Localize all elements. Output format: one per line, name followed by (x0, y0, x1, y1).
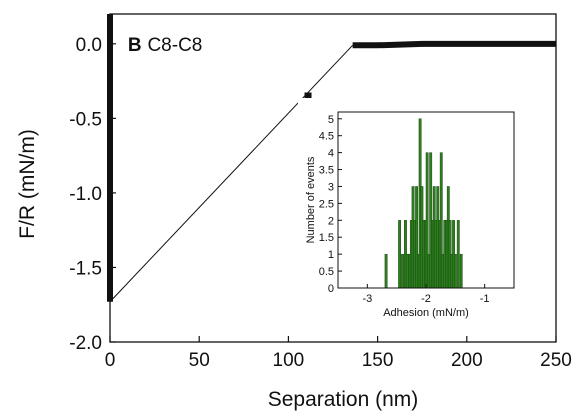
contact-line (352, 40, 556, 49)
approach-line (109, 44, 353, 303)
inset-y-tick-label: 2.5 (319, 198, 334, 210)
histogram-bar (401, 253, 404, 289)
inset-y-tick-label: 4.5 (319, 131, 334, 143)
main-chart: 0 50 100 150 200 2500.0-0.5-1.0-1.5-2.0Separa… (16, 13, 572, 411)
y-tick-label: -2.0 (69, 333, 102, 354)
histogram-bar (405, 253, 409, 289)
histogram-bar (384, 253, 388, 289)
inset-x-axis-title: Adhesion (mN/m) (383, 307, 469, 319)
x-axis-title: Separation (nm) (268, 388, 419, 411)
inset-y-tick-label: 4 (328, 148, 334, 160)
histogram-bar (456, 220, 460, 289)
data-marker (304, 92, 312, 100)
histogram-bar (453, 253, 457, 289)
inset-y-tick-label: 3.5 (319, 165, 334, 177)
inset-y-tick-label: 0 (328, 283, 334, 295)
inset-x-tick-label: -1 (480, 293, 490, 305)
x-tick-label: 100 (273, 350, 305, 371)
inset-y-tick-label: 2 (328, 215, 334, 227)
histogram-bar (459, 253, 463, 289)
histogram-bar (398, 220, 401, 289)
panel-letter: B (128, 35, 142, 56)
x-tick-label: 250 (540, 350, 572, 371)
inset-x-tick-label: -3 (362, 293, 372, 305)
inset-chart: -3 -2 -1 0 0.5 1 1.5 2 2.5 3 3.5 4 4.5 5 Adhesion (mN/… (298, 98, 526, 324)
inset-x-tick-label: -2 (421, 293, 431, 305)
panel-title: C8-C8 (147, 35, 202, 56)
inset-y-tick-label: 1.5 (319, 232, 334, 244)
inset-y-axis-title: Number of events (305, 156, 317, 243)
y-tick-label: 0.0 (76, 35, 102, 56)
inset-y-tick-label: 1 (328, 249, 334, 261)
x-tick-label: 200 (451, 350, 483, 371)
y-tick-label: -0.5 (69, 109, 102, 130)
inset-y-tick-label: 5 (328, 114, 334, 126)
x-tick-label: 150 (362, 350, 394, 371)
y-tick-label: -1.5 (69, 258, 102, 279)
y-tick-label: -1.0 (69, 184, 102, 205)
inset-y-tick-label: 3 (328, 181, 334, 193)
x-tick-label: 0 (105, 350, 116, 371)
inset-y-tick-label: 0.5 (319, 266, 334, 278)
x-tick-label: 50 (189, 350, 210, 371)
y-axis-title: F/R (mN/m) (16, 129, 39, 239)
